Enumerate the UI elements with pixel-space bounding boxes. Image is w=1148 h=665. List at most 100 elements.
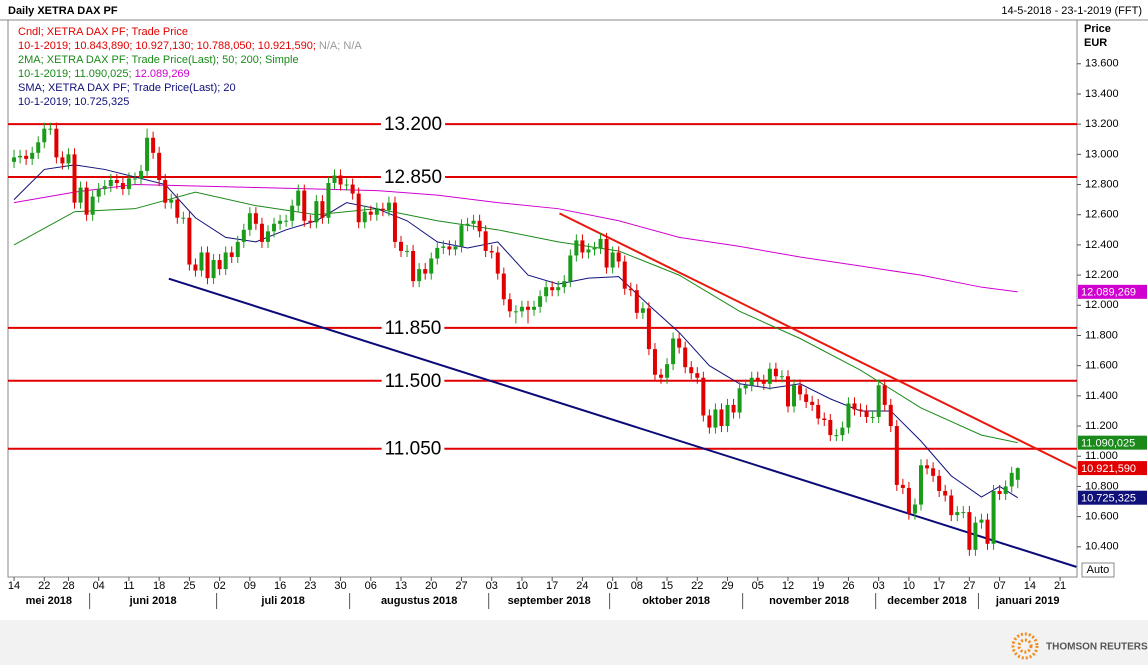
candle-body <box>931 468 936 476</box>
candle-body <box>586 249 591 253</box>
candle-body <box>701 377 706 416</box>
month-label: januari 2019 <box>995 595 1060 607</box>
x-tick-label: 20 <box>425 580 437 592</box>
legend-text: 12.089,269 <box>132 68 190 80</box>
candle-body <box>695 373 700 378</box>
candle-body <box>84 187 89 215</box>
x-tick-label: 01 <box>607 580 619 592</box>
value-box <box>1078 461 1147 476</box>
candle-body <box>550 287 555 291</box>
candle-body <box>713 409 718 428</box>
y-tick-label: 10.600 <box>1085 511 1119 523</box>
footer-band <box>0 620 1148 665</box>
candle-body <box>622 261 627 289</box>
candle-body <box>302 190 307 221</box>
candle-body <box>852 403 857 410</box>
month-label: oktober 2018 <box>642 595 710 607</box>
candle-body <box>284 220 289 222</box>
month-label: mei 2018 <box>26 595 72 607</box>
candle-body <box>495 252 500 274</box>
candle-body <box>48 128 53 130</box>
candle-body <box>997 490 1002 494</box>
candle-body <box>18 155 23 158</box>
x-tick-label: 14 <box>1024 580 1036 592</box>
candle-body <box>338 175 343 185</box>
x-tick-label: 09 <box>244 580 256 592</box>
legend-line: 2MA; XETRA DAX PF; Trade Price(Last); 50… <box>18 54 299 66</box>
candle-body <box>163 180 168 203</box>
candle-body <box>767 368 772 384</box>
candle-body <box>66 154 71 164</box>
y-tick-label: 12.800 <box>1085 178 1119 190</box>
candle-body <box>90 196 95 215</box>
candle-body <box>54 128 59 158</box>
candle-body <box>169 199 174 203</box>
x-tick-label: 10 <box>903 580 915 592</box>
y-tick-label: 11.400 <box>1085 390 1118 402</box>
plot-frame <box>7 19 1078 578</box>
candle-body <box>822 418 827 421</box>
candle-body <box>749 377 754 386</box>
candle-body <box>513 311 518 313</box>
x-tick-label: 26 <box>842 580 854 592</box>
candle-body <box>120 183 125 190</box>
candle-body <box>906 487 911 514</box>
candle-body <box>677 338 682 348</box>
x-tick-label: 12 <box>782 580 794 592</box>
trend-line <box>558 212 1077 470</box>
candle-body <box>272 223 277 232</box>
candle-body <box>193 264 198 271</box>
candle-body <box>217 260 222 270</box>
candle-body <box>386 202 391 211</box>
candle-body <box>320 201 325 218</box>
candle-body <box>405 250 410 252</box>
x-tick-label: 27 <box>963 580 975 592</box>
candle-body <box>828 420 833 436</box>
candle-body <box>659 374 664 378</box>
candle-body <box>919 465 924 505</box>
candle-body <box>157 152 162 181</box>
level-label-bg <box>381 370 445 392</box>
candle-body <box>211 260 216 279</box>
candle-body <box>102 186 107 190</box>
x-tick-label: 15 <box>661 580 673 592</box>
auto-button[interactable] <box>1081 562 1115 578</box>
candle-body <box>616 252 621 262</box>
candle-body <box>864 410 869 417</box>
candle-body <box>417 269 422 282</box>
candle-body <box>314 201 319 223</box>
x-tick-label: 21 <box>1054 580 1066 592</box>
x-tick-label: 11 <box>123 580 134 592</box>
x-tick-label: 07 <box>993 580 1005 592</box>
candle-body <box>435 247 440 259</box>
auto-label[interactable]: Auto <box>1087 564 1110 576</box>
candle-body <box>96 189 101 197</box>
candle-body <box>24 155 29 159</box>
candle-body <box>628 288 633 291</box>
candle-body <box>36 142 41 153</box>
value-box-label: 11.090,025 <box>1081 438 1135 450</box>
candle-body <box>30 152 35 159</box>
candle-body <box>719 409 724 427</box>
candle-body <box>525 306 530 310</box>
x-tick-label: 24 <box>576 580 588 592</box>
candle-body <box>290 205 295 221</box>
candle-body <box>973 522 978 550</box>
candle-body <box>145 137 150 171</box>
level-label-bg <box>381 317 445 339</box>
level-label-bg <box>380 114 446 136</box>
candle-body <box>441 246 446 248</box>
moving-average <box>13 164 1019 499</box>
candle-body <box>429 258 434 274</box>
x-tick-label: 27 <box>455 580 467 592</box>
candle-body <box>943 490 948 496</box>
candle-body <box>42 128 47 143</box>
candle-body <box>834 435 839 437</box>
candle-body <box>810 401 815 405</box>
month-label: september 2018 <box>508 595 591 607</box>
candle-body <box>199 252 204 271</box>
legend-text: 10-1-2019; 10.843,890; 10.927,130; 10.78… <box>18 40 316 52</box>
candle-body <box>332 175 337 184</box>
x-tick-label: 05 <box>752 580 764 592</box>
